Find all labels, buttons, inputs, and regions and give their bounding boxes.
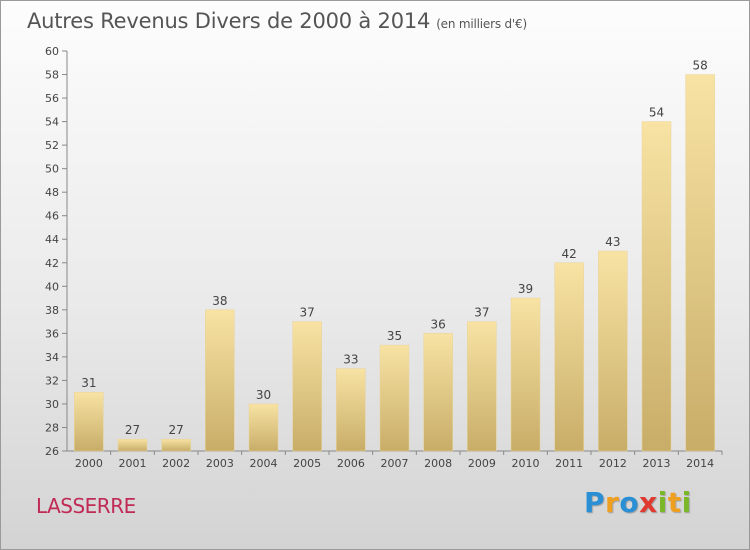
chart-title: Autres Revenus Divers de 2000 à 2014 (en … xyxy=(27,9,527,33)
bar xyxy=(641,121,672,452)
x-tick-label: 2012 xyxy=(599,457,627,470)
bar xyxy=(467,321,497,452)
x-tick-label: 2004 xyxy=(250,457,278,470)
x-tick-label: 2001 xyxy=(119,457,147,470)
data-label: 38 xyxy=(212,294,227,308)
y-tick-label: 50 xyxy=(45,163,59,176)
y-tick-label: 48 xyxy=(45,186,59,199)
chart-title-text: Autres Revenus Divers de 2000 à 2014 xyxy=(27,9,431,33)
bar xyxy=(292,321,322,452)
logo-letter: P xyxy=(584,486,606,519)
bar xyxy=(161,438,191,452)
data-label: 42 xyxy=(562,247,577,261)
x-tick-label: 2008 xyxy=(424,457,452,470)
bar xyxy=(685,74,715,452)
bars-group xyxy=(74,74,715,452)
x-tick-label: 2011 xyxy=(555,457,583,470)
bar xyxy=(248,403,279,452)
bar xyxy=(205,309,235,452)
x-tick-label: 2013 xyxy=(643,457,671,470)
y-tick-label: 40 xyxy=(45,280,59,293)
data-labels-group: 31 27 27 38 30 37 33 35 36 37 39 42 43 54 58 xyxy=(81,59,708,438)
proxiti-logo: Proxiti xyxy=(584,486,692,519)
data-label: 58 xyxy=(693,59,708,73)
y-tick-label: 56 xyxy=(45,92,59,105)
y-tick-label: 52 xyxy=(45,139,59,152)
x-tick-label: 2014 xyxy=(686,457,714,470)
logo-letter: o xyxy=(619,486,640,519)
data-label: 27 xyxy=(169,423,184,437)
x-axis: 2000 2001 2002 2003 2004 2005 2006 2007 2008 2009… xyxy=(67,450,723,470)
y-tick-label: 58 xyxy=(45,69,59,82)
y-tick-label: 60 xyxy=(45,45,59,58)
x-tick-label: 2009 xyxy=(468,457,496,470)
place-name: LASSERRE xyxy=(36,494,136,518)
data-label: 37 xyxy=(300,306,315,320)
y-tick-label: 42 xyxy=(45,257,59,270)
logo-letter: i xyxy=(681,486,692,519)
y-tick-label: 44 xyxy=(45,233,59,246)
y-tick-label: 28 xyxy=(45,421,59,434)
data-label: 30 xyxy=(256,388,271,402)
logo-letter: r xyxy=(605,486,620,519)
logo-letter: t xyxy=(667,486,682,519)
x-tick-label: 2010 xyxy=(512,457,540,470)
bar xyxy=(379,344,410,452)
x-tick-label: 2003 xyxy=(206,457,234,470)
y-tick-label: 38 xyxy=(45,304,59,317)
data-label: 27 xyxy=(125,423,140,437)
x-tick-label: 2002 xyxy=(162,457,190,470)
y-tick-label: 30 xyxy=(45,398,59,411)
data-label: 37 xyxy=(474,306,489,320)
y-tick-label: 34 xyxy=(45,351,59,364)
data-label: 35 xyxy=(387,329,402,343)
y-tick-label: 32 xyxy=(45,374,59,387)
bar xyxy=(117,438,148,452)
logo-letter: x xyxy=(639,486,658,519)
bar xyxy=(554,262,584,452)
y-axis: 26 28 30 32 34 36 38 40 42 44 46 48 50 52 54 56 58 60 xyxy=(45,45,68,458)
data-label: 39 xyxy=(518,282,533,296)
y-tick-label: 46 xyxy=(45,210,59,223)
data-label: 54 xyxy=(649,106,664,120)
data-label: 31 xyxy=(81,376,96,390)
bar xyxy=(510,297,541,452)
x-tick-label: 2007 xyxy=(381,457,409,470)
bar xyxy=(423,333,453,452)
bar xyxy=(336,368,366,452)
data-label: 43 xyxy=(605,235,620,249)
chart-title-unit: (en milliers d'€) xyxy=(436,17,527,31)
x-tick-label: 2005 xyxy=(293,457,321,470)
x-tick-label: 2000 xyxy=(75,457,103,470)
data-label: 33 xyxy=(343,353,358,367)
y-tick-label: 36 xyxy=(45,327,59,340)
bar xyxy=(74,391,104,452)
data-label: 36 xyxy=(431,317,446,331)
y-tick-label: 26 xyxy=(45,445,59,458)
y-tick-label: 54 xyxy=(45,116,59,129)
logo-letter: i xyxy=(657,486,668,519)
x-tick-label: 2006 xyxy=(337,457,365,470)
bar xyxy=(598,250,628,452)
